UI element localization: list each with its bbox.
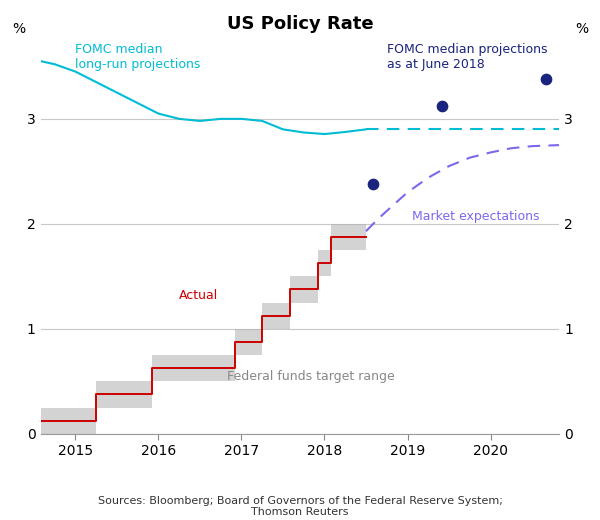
- Text: FOMC median projections
as at June 2018: FOMC median projections as at June 2018: [387, 43, 547, 71]
- Text: Sources: Bloomberg; Board of Governors of the Federal Reserve System;
Thomson Re: Sources: Bloomberg; Board of Governors o…: [98, 496, 502, 517]
- Text: FOMC median
long-run projections: FOMC median long-run projections: [76, 43, 201, 71]
- Point: [368, 180, 377, 189]
- Text: Actual: Actual: [179, 289, 218, 302]
- Point: [437, 101, 447, 110]
- Text: Market expectations: Market expectations: [412, 210, 539, 223]
- Point: [541, 75, 551, 84]
- Text: %: %: [575, 22, 588, 36]
- Text: Federal funds target range: Federal funds target range: [227, 370, 395, 383]
- Text: %: %: [12, 22, 25, 36]
- Title: US Policy Rate: US Policy Rate: [227, 15, 373, 33]
